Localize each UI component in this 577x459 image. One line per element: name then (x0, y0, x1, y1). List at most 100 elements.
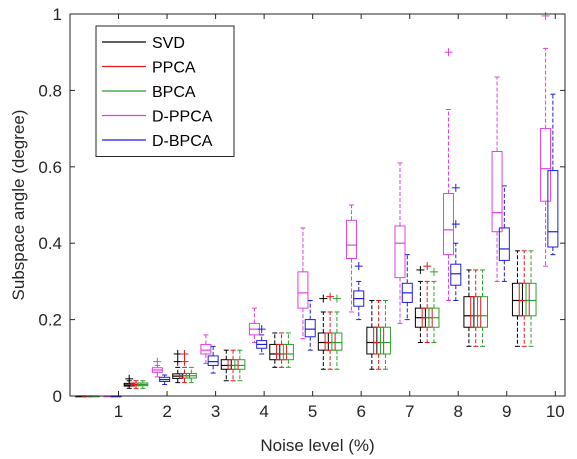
box-bpca (331, 294, 343, 370)
box-bpca (234, 349, 246, 382)
box-iqr (276, 343, 288, 361)
legend-label: D-BPCA (152, 133, 213, 150)
box-d-bpca (547, 93, 559, 256)
legend-label: BPCA (152, 84, 196, 101)
box-iqr (324, 332, 336, 351)
box-bpca (282, 332, 294, 368)
box-ppca (373, 300, 385, 370)
box-ppca (518, 250, 530, 347)
box-iqr (518, 282, 530, 317)
box-iqr (331, 332, 343, 351)
box-iqr (234, 359, 246, 370)
plot-area (75, 11, 559, 398)
box-ppca (421, 262, 433, 344)
outlier-marker (416, 265, 425, 274)
box-d-ppca (345, 204, 357, 313)
box-svd (220, 349, 232, 382)
box-d-bpca (159, 374, 171, 386)
box-iqr (394, 225, 406, 279)
box-bpca (477, 269, 488, 347)
box-svd (414, 265, 426, 344)
outlier-marker (173, 357, 182, 366)
outlier-marker (423, 262, 432, 271)
x-tick-label: 7 (405, 402, 414, 421)
x-tick-label: 1 (114, 402, 123, 421)
box-iqr (220, 359, 232, 370)
box-iqr (379, 326, 391, 355)
box-d-bpca (207, 345, 219, 374)
box-svd (317, 294, 329, 370)
outlier-marker (451, 183, 460, 192)
y-tick-label: 0 (53, 387, 62, 406)
plot-frame (69, 13, 566, 397)
x-tick-label: 10 (546, 402, 565, 421)
box-svd (366, 300, 378, 370)
outlier-marker (180, 357, 189, 366)
x-tick-label: 6 (356, 402, 365, 421)
box-d-bpca (401, 254, 413, 321)
box-iqr (297, 271, 309, 309)
box-d-ppca (540, 11, 552, 267)
y-tick-label: 1 (53, 5, 62, 24)
x-tick-label: 3 (211, 402, 220, 421)
box-bpca (137, 380, 149, 389)
box-bpca (379, 300, 391, 370)
box-d-bpca (498, 185, 510, 282)
box-d-bpca (450, 183, 462, 301)
outlier-marker (257, 325, 266, 334)
box-iqr (463, 296, 475, 328)
y-axis-label: Subspace angle (degree) (9, 110, 28, 301)
outlier-marker (429, 267, 438, 276)
box-iqr (477, 296, 488, 328)
box-d-bpca (353, 262, 365, 321)
box-bpca (525, 250, 537, 347)
box-d-ppca (151, 357, 163, 378)
box-svd (269, 332, 281, 368)
legend-label: D-PPCA (152, 109, 213, 126)
box-d-bpca (256, 325, 268, 355)
box-ppca (227, 349, 239, 382)
outlier-marker (451, 220, 460, 229)
box-iqr (282, 343, 294, 361)
box-iqr (525, 282, 537, 317)
box-d-ppca (394, 162, 406, 324)
box-iqr (498, 227, 510, 261)
box-svd (172, 349, 184, 384)
outlier-marker (319, 294, 328, 303)
axes: 1 2 3 4 5 6 7 8 9 10 0 0.2 0.4 0.6 0.8 1 (38, 5, 566, 421)
box-d-bpca (304, 300, 316, 351)
outlier-marker (326, 292, 335, 301)
x-tick-label: 8 (454, 402, 463, 421)
box-iqr (200, 343, 212, 355)
box-iqr (304, 319, 316, 338)
box-iqr (511, 282, 523, 317)
box-iqr (547, 170, 559, 248)
outlier-marker (173, 349, 182, 358)
outlier-marker (541, 11, 550, 20)
box-svd (123, 374, 135, 389)
legend: SVD PPCA BPCA D-PPCA D-BPCA (95, 25, 235, 157)
outlier-marker (180, 349, 189, 358)
x-tick-label: 9 (502, 402, 511, 421)
box-iqr (207, 355, 219, 366)
x-axis-label: Noise level (%) (260, 436, 374, 455)
outlier-marker (125, 374, 134, 383)
box-svd (511, 250, 523, 347)
x-tick-label: 2 (162, 402, 171, 421)
y-tick-label: 0.4 (38, 234, 62, 253)
box-iqr (227, 359, 239, 370)
box-iqr (450, 263, 462, 286)
box-iqr (373, 326, 385, 355)
box-iqr (345, 219, 357, 259)
outlier-marker (153, 357, 162, 366)
box-iqr (470, 296, 482, 328)
box-svd (463, 269, 475, 347)
box-iqr (317, 332, 329, 351)
box-d-ppca (200, 334, 212, 365)
box-d-ppca (443, 48, 455, 301)
box-ppca (324, 292, 336, 370)
y-tick-label: 0.6 (38, 158, 62, 177)
box-d-ppca (491, 76, 503, 282)
legend-label: SVD (152, 35, 185, 52)
